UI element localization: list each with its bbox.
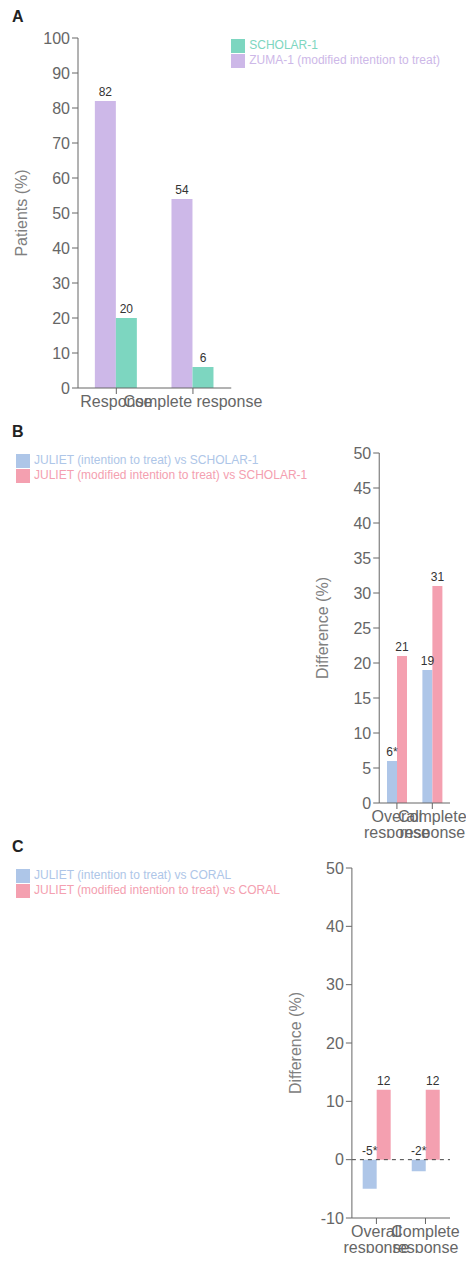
svg-text:20: 20 — [52, 310, 70, 327]
svg-text:5: 5 — [362, 760, 371, 777]
svg-text:30: 30 — [52, 275, 70, 292]
html-text:SCHOLAR-1: SCHOLAR-1 — [249, 38, 318, 52]
svg-text:30: 30 — [326, 976, 344, 993]
svg-text:100: 100 — [43, 30, 70, 47]
svg-text:-10: -10 — [321, 1210, 344, 1227]
svg-text:21: 21 — [395, 640, 409, 654]
svg-text:90: 90 — [52, 65, 70, 82]
html-text:JULIET (modified intention to: JULIET (modified intention to treat) vs … — [34, 882, 280, 897]
svg-text:Completeresponse: Completeresponse — [398, 808, 466, 838]
svg-text:50: 50 — [353, 445, 371, 462]
svg-text:Patients (%): Patients (%) — [13, 169, 30, 256]
svg-text:20: 20 — [120, 302, 134, 316]
svg-text:20: 20 — [326, 1035, 344, 1052]
svg-text:10: 10 — [52, 345, 70, 362]
svg-text:40: 40 — [353, 515, 371, 532]
svg-text:20: 20 — [353, 655, 371, 672]
html-text:JULIET (intention to treat) vs: JULIET (intention to treat) vs SCHOLAR-1 — [34, 453, 259, 467]
html-text:JULIET (modified intention to: JULIET (modified intention to treat) vs … — [34, 467, 308, 482]
svg-text:Difference (%): Difference (%) — [287, 992, 304, 1094]
svg-text:60: 60 — [52, 170, 70, 187]
svg-text:0: 0 — [362, 795, 371, 812]
svg-text:10: 10 — [326, 1093, 344, 1110]
svg-text:70: 70 — [52, 135, 70, 152]
svg-text:82: 82 — [99, 85, 113, 99]
svg-text:35: 35 — [353, 550, 371, 567]
svg-text:19: 19 — [421, 654, 435, 668]
html-text:ZUMA-1 (modified intention to: ZUMA-1 (modified intention to treat) — [249, 52, 440, 67]
svg-text:40: 40 — [326, 918, 344, 935]
svg-text:Difference (%): Difference (%) — [314, 577, 331, 679]
svg-text:10: 10 — [353, 725, 371, 742]
svg-text:80: 80 — [52, 100, 70, 117]
svg-text:6: 6 — [200, 351, 207, 365]
html-text:JULIET (intention to treat) vs: JULIET (intention to treat) vs CORAL — [34, 868, 232, 882]
svg-text:50: 50 — [326, 860, 344, 877]
svg-text:30: 30 — [353, 585, 371, 602]
html-text:A: A — [12, 8, 24, 25]
svg-text:40: 40 — [52, 240, 70, 257]
svg-text:-2*: -2* — [411, 1144, 427, 1158]
svg-text:45: 45 — [353, 480, 371, 497]
svg-text:0: 0 — [61, 380, 70, 397]
svg-text:31: 31 — [431, 570, 445, 584]
html-text:B: B — [12, 423, 24, 440]
svg-text:15: 15 — [353, 690, 371, 707]
svg-text:6*: 6* — [386, 745, 398, 759]
svg-text:Response: Response — [80, 393, 153, 411]
svg-text:Completeresponse: Completeresponse — [391, 1223, 460, 1253]
svg-text:Complete response: Complete response — [124, 393, 263, 410]
svg-text:54: 54 — [175, 183, 189, 197]
svg-text:12: 12 — [377, 1074, 391, 1088]
svg-text:12: 12 — [426, 1074, 440, 1088]
svg-text:25: 25 — [353, 620, 371, 637]
svg-text:-5*: -5* — [362, 1144, 378, 1158]
html-text:C: C — [12, 838, 24, 855]
svg-text:0: 0 — [335, 1151, 344, 1168]
svg-text:50: 50 — [52, 205, 70, 222]
